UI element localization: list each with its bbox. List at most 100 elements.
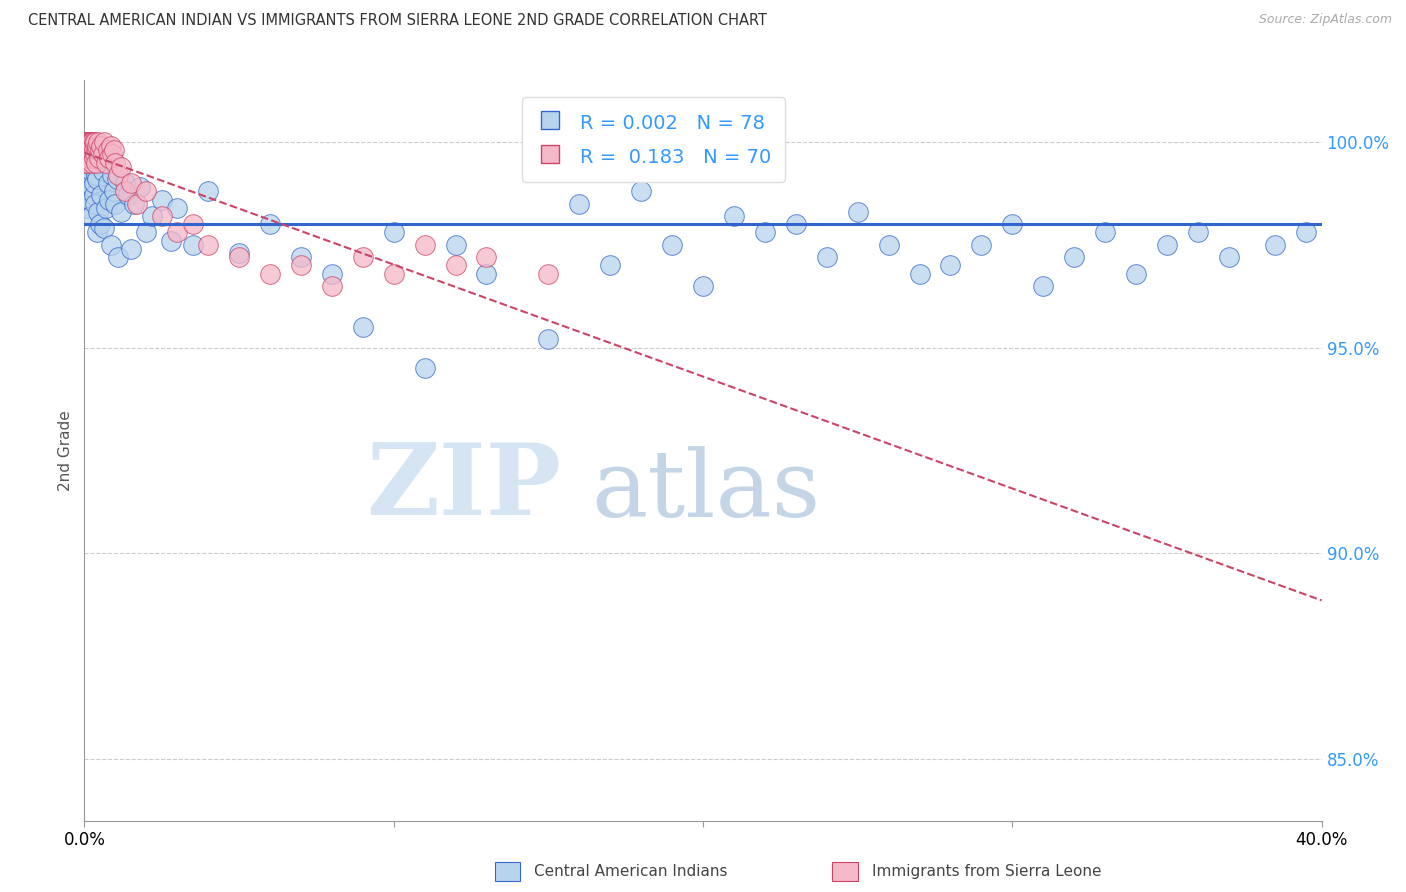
Text: CENTRAL AMERICAN INDIAN VS IMMIGRANTS FROM SIERRA LEONE 2ND GRADE CORRELATION CH: CENTRAL AMERICAN INDIAN VS IMMIGRANTS FR… — [28, 13, 768, 29]
Point — [120, 176, 142, 190]
Point — [723, 209, 745, 223]
Point — [114, 176, 136, 190]
Point — [1295, 226, 1317, 240]
Point — [82, 143, 104, 157]
Point — [79, 135, 101, 149]
Point — [77, 139, 100, 153]
Point — [96, 143, 118, 157]
Point — [80, 209, 103, 223]
Point — [94, 155, 117, 169]
Point — [93, 221, 115, 235]
Point — [79, 163, 101, 178]
Point — [84, 196, 107, 211]
Point — [104, 196, 127, 211]
Point — [84, 135, 107, 149]
Text: Source: ZipAtlas.com: Source: ZipAtlas.com — [1258, 13, 1392, 27]
Point — [754, 226, 776, 240]
Point — [475, 250, 498, 264]
Point — [692, 279, 714, 293]
Point — [228, 250, 250, 264]
Point — [114, 184, 136, 198]
Point — [89, 155, 111, 169]
Point — [86, 139, 108, 153]
Point — [110, 160, 132, 174]
Text: ZIP: ZIP — [366, 439, 561, 536]
Point — [87, 205, 110, 219]
Point — [75, 135, 97, 149]
Point — [122, 196, 145, 211]
Point — [91, 163, 114, 178]
Point — [83, 152, 105, 166]
Point — [79, 193, 101, 207]
Text: Immigrants from Sierra Leone: Immigrants from Sierra Leone — [872, 864, 1101, 879]
Point — [75, 168, 97, 182]
Point — [82, 135, 104, 149]
Point — [166, 226, 188, 240]
Point — [77, 135, 100, 149]
Point — [160, 234, 183, 248]
Point — [166, 201, 188, 215]
Point — [86, 172, 108, 186]
Y-axis label: 2nd Grade: 2nd Grade — [58, 410, 73, 491]
Point — [77, 152, 100, 166]
Point — [321, 267, 343, 281]
Point — [77, 172, 100, 186]
Point — [80, 147, 103, 161]
Point — [94, 201, 117, 215]
Point — [110, 205, 132, 219]
Point — [785, 217, 807, 231]
Point — [970, 237, 993, 252]
Point — [815, 250, 838, 264]
Point — [91, 147, 114, 161]
Point — [1125, 267, 1147, 281]
Point — [877, 237, 900, 252]
Point — [98, 193, 121, 207]
Point — [82, 180, 104, 194]
Point — [321, 279, 343, 293]
Point — [76, 143, 98, 157]
Point — [82, 155, 104, 169]
Point — [79, 152, 101, 166]
Point — [77, 135, 100, 149]
Point — [75, 152, 97, 166]
Point — [98, 152, 121, 166]
Point — [103, 184, 125, 198]
Point — [87, 135, 110, 149]
Text: Central American Indians: Central American Indians — [534, 864, 728, 879]
Point — [197, 237, 219, 252]
Point — [181, 217, 204, 231]
Point — [89, 143, 111, 157]
Point — [83, 176, 105, 190]
Point — [352, 320, 374, 334]
Point — [1264, 237, 1286, 252]
Point — [1001, 217, 1024, 231]
Point — [444, 237, 467, 252]
Point — [290, 250, 312, 264]
Point — [77, 201, 100, 215]
Point — [568, 196, 591, 211]
Point — [1063, 250, 1085, 264]
Point — [1032, 279, 1054, 293]
Point — [1187, 226, 1209, 240]
Point — [107, 168, 129, 182]
Point — [352, 250, 374, 264]
Point — [100, 139, 122, 153]
Point — [259, 267, 281, 281]
Point — [100, 237, 122, 252]
Point — [86, 226, 108, 240]
Point — [83, 143, 105, 157]
Point — [107, 250, 129, 264]
Point — [382, 267, 405, 281]
Point — [84, 147, 107, 161]
Point — [89, 217, 111, 231]
Point — [599, 258, 621, 272]
Point — [228, 246, 250, 260]
Point — [1094, 226, 1116, 240]
Point — [197, 184, 219, 198]
Point — [75, 139, 97, 153]
Point — [475, 267, 498, 281]
Point — [79, 143, 101, 157]
Point — [382, 226, 405, 240]
Point — [1218, 250, 1240, 264]
Point — [846, 205, 869, 219]
